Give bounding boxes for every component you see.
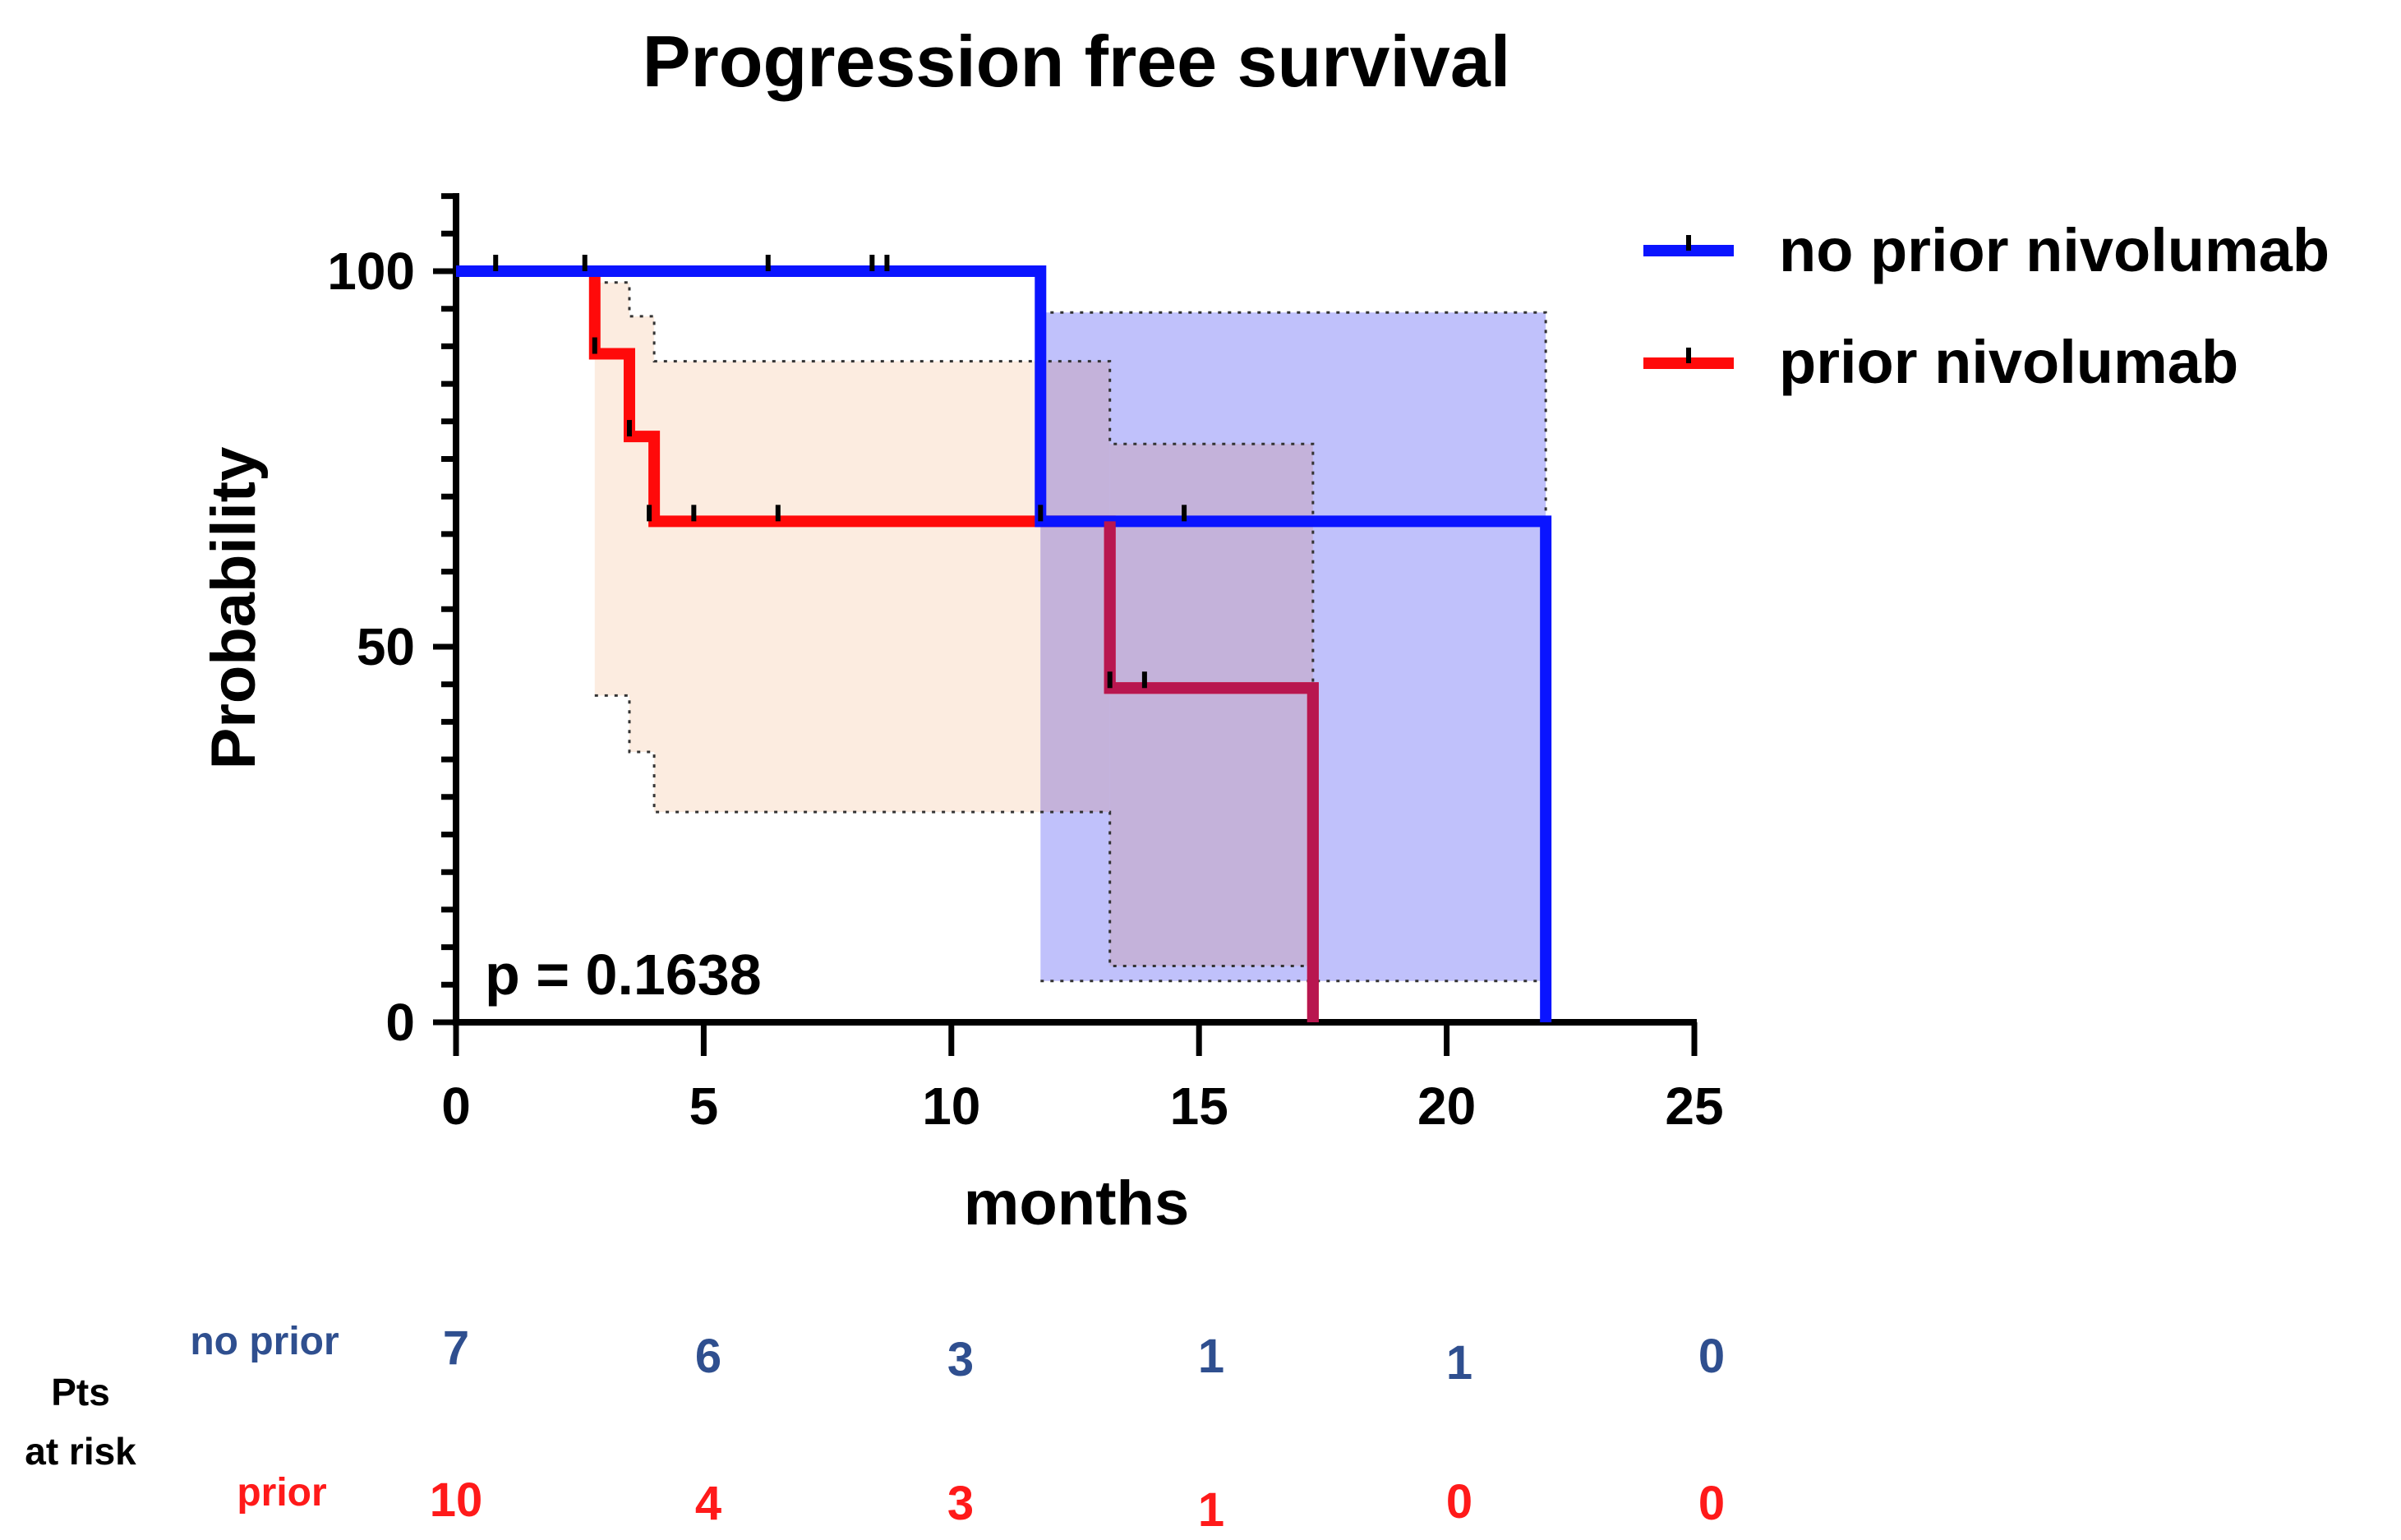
risk-value-prior: 3	[947, 1477, 974, 1530]
y-axis-title: Probability	[199, 447, 269, 770]
x-tick-label: 0	[441, 1077, 471, 1136]
chart-title: Progression free survival	[643, 21, 1510, 102]
ci-upper-no-prior	[1040, 311, 1547, 981]
risk-row-label-no-prior: no prior	[190, 1320, 339, 1363]
legend-item-prior: prior nivolumab	[1643, 328, 2238, 396]
risk-row-label-prior: prior	[237, 1471, 326, 1515]
legend-label-prior: prior nivolumab	[1779, 328, 2238, 396]
p-value-annotation: p = 0.1638	[485, 943, 762, 1007]
ci-band-overlap	[1109, 444, 1313, 966]
legend: no prior nivolumab prior nivolumab	[1643, 216, 2330, 396]
ci-band-overlap	[1040, 361, 1110, 813]
risk-value-no-prior: 1	[1198, 1330, 1224, 1383]
risk-value-no-prior: 7	[443, 1321, 469, 1375]
x-tick-label: 25	[1665, 1077, 1723, 1136]
legend-label-no-prior: no prior nivolumab	[1779, 216, 2330, 284]
risk-table: Pts at risk no prior prior 7 6 3 1 1 010 4 3 1 0 0	[25, 1320, 1725, 1537]
y-tick-label: 100	[327, 242, 415, 301]
y-tick-label: 0	[385, 993, 415, 1052]
x-tick-label: 20	[1417, 1077, 1476, 1136]
risk-value-no-prior: 1	[1446, 1336, 1472, 1390]
x-tick-label: 15	[1170, 1077, 1228, 1136]
confidence-bands	[594, 281, 1547, 983]
risk-value-prior: 0	[1698, 1477, 1725, 1530]
censor-marks	[493, 255, 1187, 689]
ci-upper-prior	[594, 281, 1315, 966]
risk-value-prior: 1	[1198, 1483, 1224, 1537]
x-tick-label: 5	[689, 1077, 719, 1136]
risk-value-prior: 0	[1446, 1475, 1472, 1528]
risk-value-prior: 10	[430, 1473, 483, 1527]
risk-table-header-line1: Pts	[51, 1371, 110, 1413]
risk-table-header-line2: at risk	[25, 1430, 136, 1473]
x-tick-label: 10	[922, 1077, 980, 1136]
risk-value-no-prior: 6	[695, 1330, 721, 1383]
x-axis-title: months	[964, 1169, 1189, 1238]
risk-value-prior: 4	[695, 1477, 721, 1530]
curve-prior-overlap	[1104, 521, 1319, 1022]
y-tick-label: 50	[357, 617, 415, 676]
risk-value-no-prior: 3	[947, 1333, 974, 1386]
legend-item-no-prior: no prior nivolumab	[1643, 216, 2330, 284]
axis-ticks: 0 50 100 0 5 10 15 20 25	[327, 193, 1724, 1136]
ci-lower-prior	[594, 694, 1313, 967]
risk-value-no-prior: 0	[1698, 1330, 1725, 1383]
risk-values: 7 6 3 1 1 010 4 3 1 0 0	[430, 1321, 1725, 1537]
